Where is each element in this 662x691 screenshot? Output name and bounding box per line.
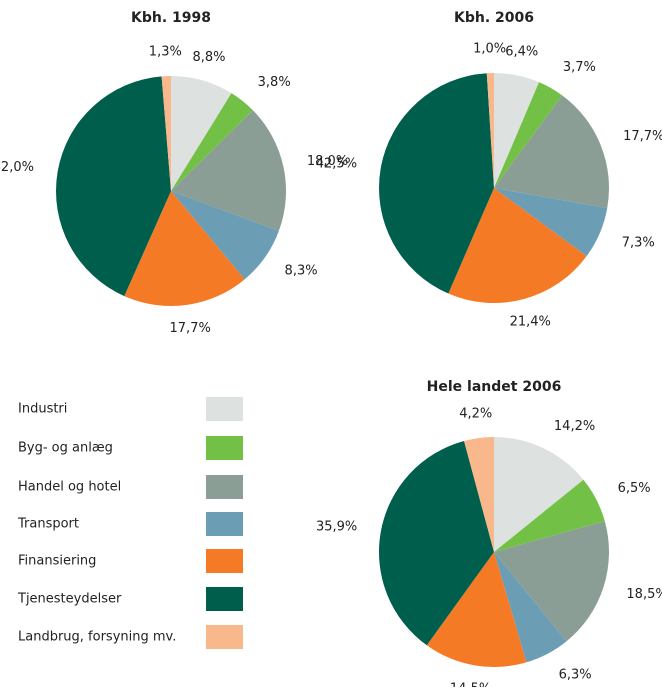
legend-swatch — [206, 397, 243, 421]
pie-slice — [56, 76, 171, 297]
legend-swatch — [206, 625, 243, 649]
pie-slice — [494, 188, 608, 257]
pie-slice — [379, 73, 494, 294]
pie-slice — [494, 82, 563, 188]
legend-label: Industri — [18, 402, 67, 417]
data-label: 17,7% — [170, 321, 211, 336]
pie-slice — [171, 93, 253, 191]
data-label: 18,5% — [626, 587, 662, 602]
pie-slice — [494, 73, 540, 188]
data-label: 14,5% — [450, 682, 491, 687]
chart-title: Kbh. 2006 — [454, 10, 534, 26]
pie-slice — [171, 76, 232, 191]
data-label: 6,5% — [618, 481, 651, 496]
data-label: 1,0% — [473, 42, 506, 57]
data-label: 8,3% — [285, 264, 318, 279]
data-label: 35,9% — [316, 520, 357, 535]
data-label: 17,7% — [623, 129, 662, 144]
data-label: 18,0% — [307, 154, 348, 169]
legend-swatch — [206, 436, 243, 460]
pie-slice — [494, 95, 609, 209]
legend-swatch — [206, 587, 243, 611]
pie-slice — [378, 440, 494, 646]
pie-slice — [426, 552, 527, 667]
pie-slice — [124, 191, 245, 307]
chart-title: Kbh. 1998 — [131, 10, 211, 26]
data-label: 1,3% — [149, 45, 182, 60]
legend-label: Transport — [17, 517, 79, 532]
data-label: 6,3% — [559, 668, 592, 683]
legend-swatch — [206, 549, 243, 573]
legend-swatch — [206, 512, 243, 536]
pie-slice — [161, 76, 171, 191]
pie-slice — [171, 110, 286, 231]
pie-slice — [494, 521, 609, 642]
legend-label: Tjenesteydelser — [17, 592, 122, 607]
data-label: 14,2% — [554, 419, 595, 434]
data-label: 3,8% — [258, 75, 291, 90]
pie-slice — [494, 479, 605, 552]
data-label: 3,7% — [563, 60, 596, 75]
legend-label: Handel og hotel — [18, 480, 121, 495]
legend-label: Landbrug, forsyning mv. — [18, 630, 176, 645]
legend-label: Byg- og anlæg — [18, 441, 113, 456]
pie-slice — [464, 437, 494, 552]
pie-slice — [448, 188, 587, 303]
data-label: 42,5% — [316, 157, 357, 172]
data-label: 21,4% — [510, 315, 551, 330]
pie-slice — [486, 73, 494, 188]
chart-title: Hele landet 2006 — [427, 379, 562, 395]
legend-label: Finansiering — [18, 554, 96, 569]
data-label: 7,3% — [622, 235, 655, 250]
pie-slice — [171, 191, 279, 280]
data-label: 6,4% — [505, 44, 538, 59]
data-label: 4,2% — [459, 407, 492, 422]
data-label: 8,8% — [192, 50, 225, 65]
pie-slice — [494, 437, 584, 552]
legend-swatch — [206, 475, 243, 499]
pie-slice — [494, 552, 567, 663]
data-label: 42,0% — [0, 160, 34, 175]
